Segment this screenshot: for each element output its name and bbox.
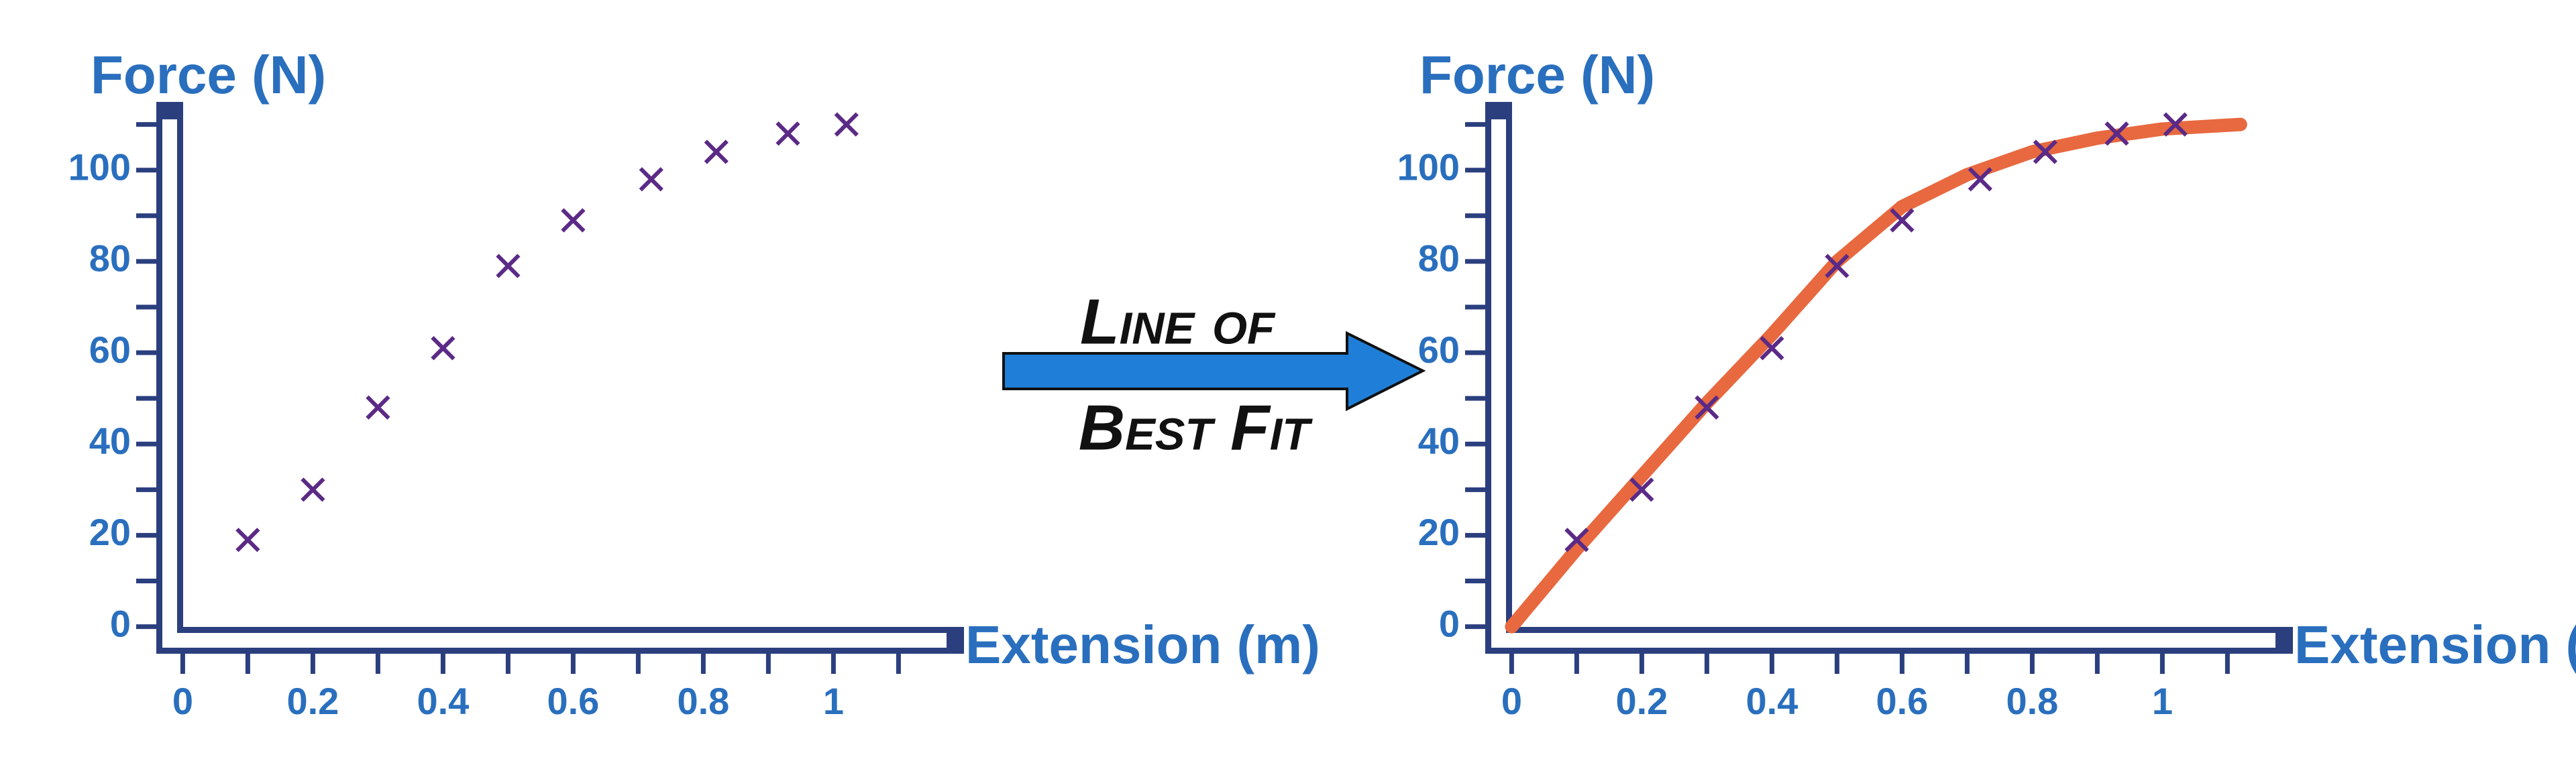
arrow-label: Line of xyxy=(1080,286,1276,357)
x-tick-label: 0 xyxy=(172,680,193,722)
y-tick-label: 80 xyxy=(1418,237,1460,280)
x-axis-title: Extension (m) xyxy=(2294,615,2576,675)
data-point xyxy=(1760,336,1784,361)
axis xyxy=(1485,102,2293,654)
x-tick-label: 0.2 xyxy=(1615,680,1668,722)
data-point xyxy=(561,208,586,233)
y-tick-label: 80 xyxy=(89,237,131,280)
data-point xyxy=(301,477,325,502)
data-point xyxy=(431,336,455,361)
x-tick-label: 0.8 xyxy=(677,680,729,722)
fit-line xyxy=(1505,117,2247,634)
x-tick-label: 0.4 xyxy=(417,680,469,722)
y-axis-title: Force (N) xyxy=(1419,45,1655,105)
axis-inner xyxy=(1491,119,2275,648)
axis xyxy=(156,102,964,654)
data-point xyxy=(2033,139,2057,164)
x-tick-label: 0.2 xyxy=(286,680,339,722)
x-tick-label: 1 xyxy=(823,680,844,722)
y-tick-label: 20 xyxy=(1418,511,1460,553)
axis-inner xyxy=(162,119,947,648)
data-point xyxy=(2104,121,2129,146)
x-tick-label: 0.6 xyxy=(547,680,599,722)
data-point xyxy=(496,253,521,278)
data-point xyxy=(1695,395,1719,420)
x-tick-label: 1 xyxy=(2152,680,2173,722)
y-tick-label: 40 xyxy=(1418,420,1460,462)
x-tick-label: 0.4 xyxy=(1746,680,1798,722)
data-point xyxy=(704,139,729,164)
y-axis-title: Force (N) xyxy=(91,45,326,105)
data-point xyxy=(1968,167,1992,192)
y-tick-label: 0 xyxy=(1439,602,1460,644)
y-tick-label: 60 xyxy=(1418,329,1460,371)
y-tick-label: 100 xyxy=(68,146,131,188)
data-point xyxy=(1564,528,1589,552)
data-point xyxy=(1890,208,1915,233)
data-point xyxy=(2163,112,2188,137)
x-tick-label: 0.8 xyxy=(2006,680,2058,722)
arrow-label: Best Fit xyxy=(1079,392,1313,463)
data-point xyxy=(1825,253,1849,278)
data-point xyxy=(775,121,800,146)
y-tick-label: 60 xyxy=(89,329,131,371)
data-point xyxy=(1629,477,1654,502)
y-tick-label: 20 xyxy=(89,511,131,553)
data-point xyxy=(834,112,859,137)
y-tick-label: 40 xyxy=(89,420,131,462)
y-tick-label: 100 xyxy=(1397,146,1460,188)
data-point xyxy=(366,395,390,420)
x-tick-label: 0 xyxy=(1501,680,1522,722)
x-axis-title: Extension (m) xyxy=(965,615,1320,675)
arrow xyxy=(1002,331,1426,412)
y-tick-label: 0 xyxy=(110,602,131,644)
x-tick-label: 0.6 xyxy=(1876,680,1928,722)
data-point xyxy=(639,167,663,192)
data-point xyxy=(235,528,260,552)
